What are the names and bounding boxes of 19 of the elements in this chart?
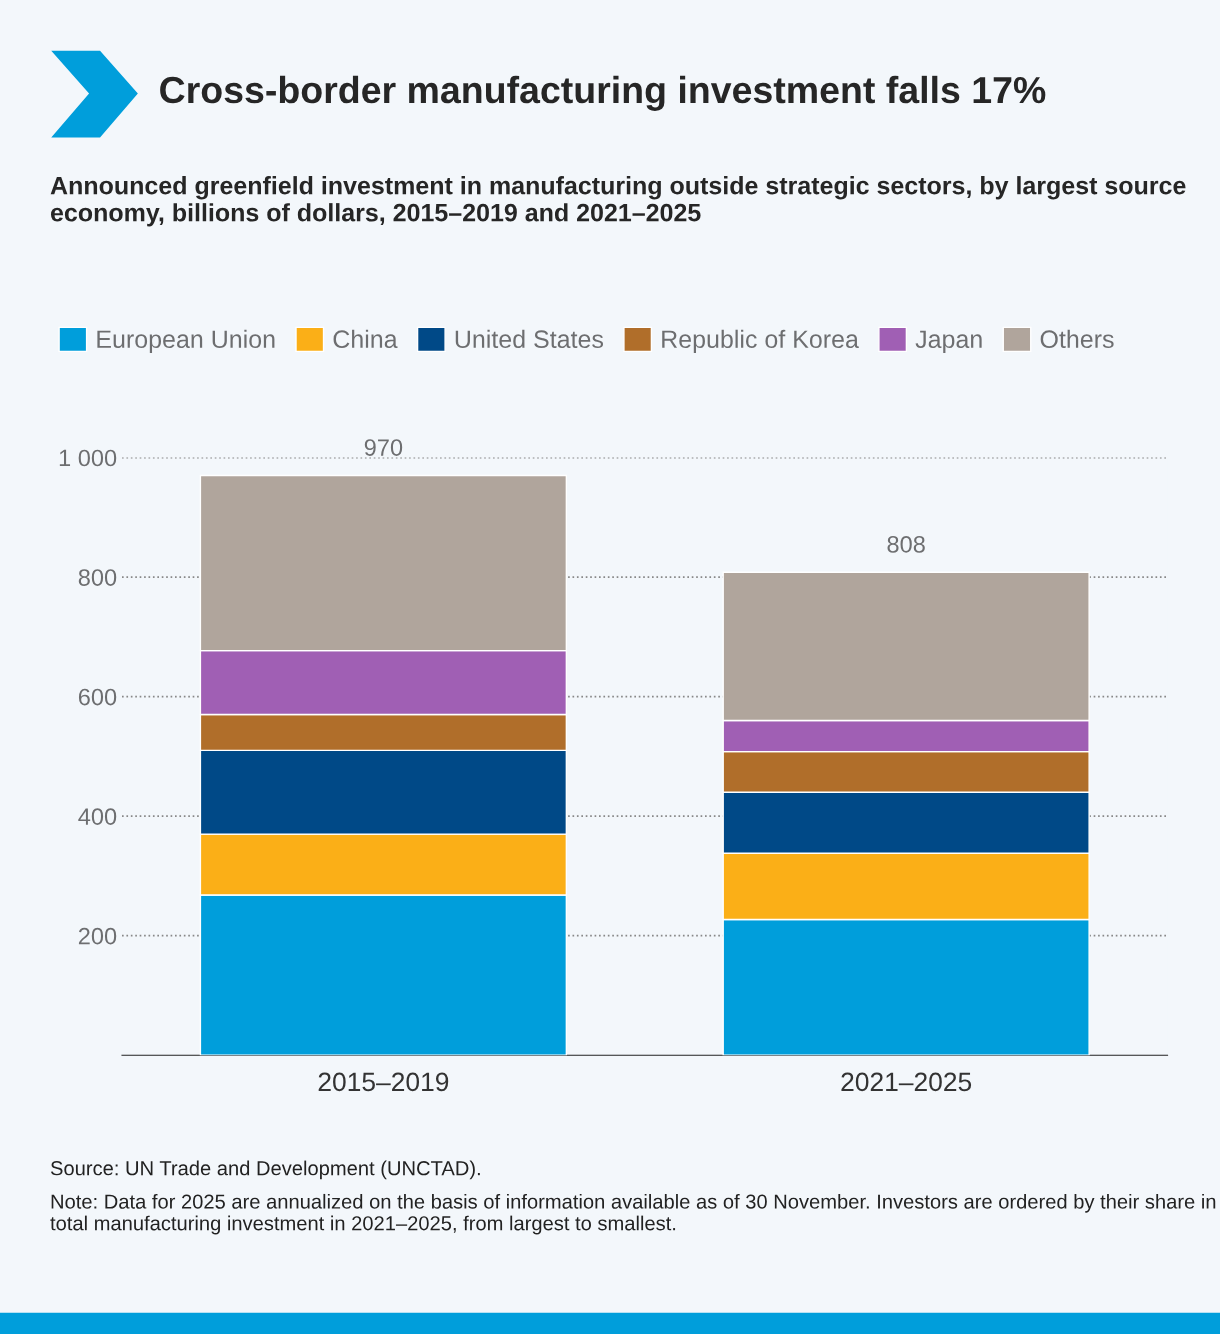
chart-title: Cross-border manufacturing investment falls 17% xyxy=(160,75,1046,111)
chart-subtitle: Announced greenfield investment in manufacturing outside strategic sectors, by largest source economy, billions of dollars, 2015–2019 and 2021–2025 xyxy=(50,176,1186,227)
y-tick-label: 400 xyxy=(78,808,117,825)
y-tick-label: 800 xyxy=(78,569,117,586)
y-tick-label: 1 000 xyxy=(59,449,117,467)
legend-label: Japan xyxy=(915,330,982,354)
x-tick-label: 2021–2025 xyxy=(841,1072,972,1092)
x-tick-label: 2015–2019 xyxy=(318,1072,449,1092)
y-tick-label: 200 xyxy=(78,927,117,945)
legend-label: United States xyxy=(455,329,604,349)
total-label: 808 xyxy=(887,535,925,553)
total-label: 970 xyxy=(364,439,403,456)
source-note: Source: UN Trade and Development (UNCTAD). xyxy=(50,1160,480,1180)
legend-label: Republic of Korea xyxy=(662,329,859,354)
legend-label: China xyxy=(333,329,398,349)
legend-label: European Union xyxy=(97,329,275,354)
text: Note: Data for 2025 are annualized on the basis of information available as of 30 November. Investors are ordered by their share in total manufacturing investment in 2021–2025, from largest to smallest. xyxy=(50,1193,1216,1235)
y-tick-label: 600 xyxy=(78,688,117,706)
legend-label: Others xyxy=(1040,329,1114,349)
